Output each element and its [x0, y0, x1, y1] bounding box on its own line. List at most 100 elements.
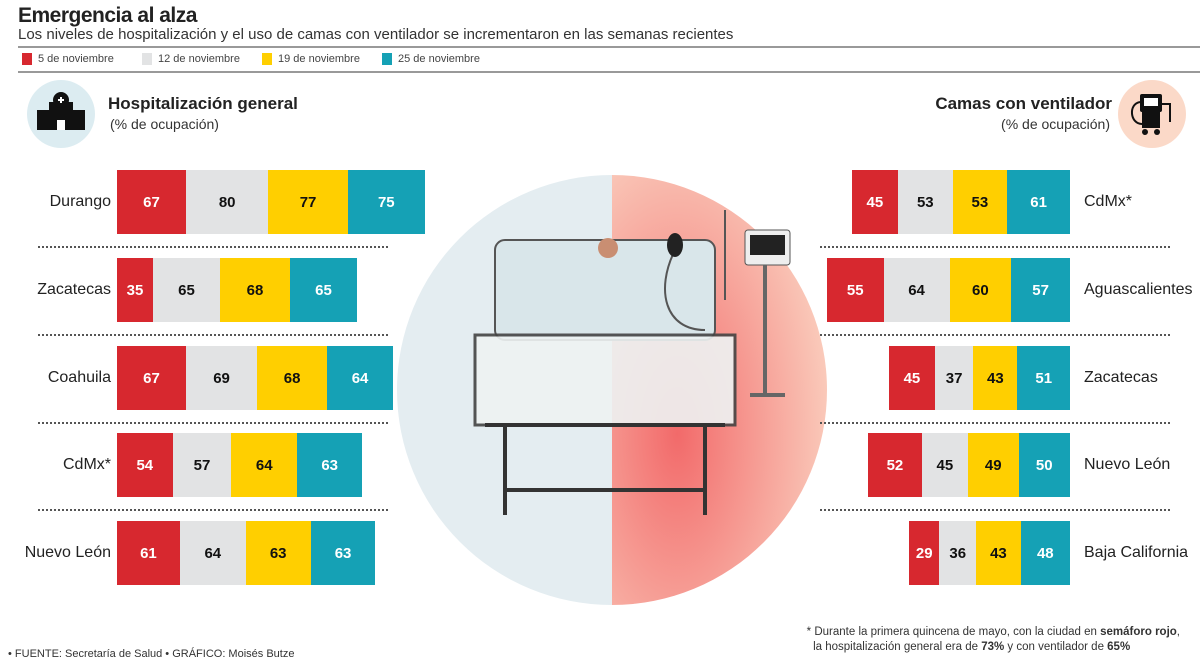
footnote: * Durante la primera quincena de mayo, c…: [807, 625, 1180, 655]
bar-segment: 29: [909, 521, 940, 585]
bar-segment: 68: [257, 346, 328, 410]
note-text: la hospitalización general era de: [813, 641, 982, 653]
divider: [18, 46, 1200, 48]
right-panel-title: Camas con ventilador: [935, 94, 1112, 113]
hospital-bed-illustration: [397, 175, 827, 605]
bar-segment: 36: [939, 521, 977, 585]
category-label: CdMx*: [62, 456, 111, 473]
legend-swatch: [382, 53, 392, 65]
bar-segment: 53: [898, 170, 953, 234]
bar-row: 35 65 68 65: [117, 258, 357, 322]
source-footer: • FUENTE: Secretaría de Salud • GRÁFICO:…: [8, 648, 295, 660]
category-label: Zacatecas: [37, 281, 111, 298]
bar-segment: 80: [186, 170, 269, 234]
bar-row: 52 45 49 50: [868, 433, 1070, 497]
legend-label: 25 de noviembre: [398, 53, 480, 65]
bar-row: 54 57 64 63: [117, 433, 363, 497]
bar-segment: 65: [290, 258, 357, 322]
legend-label: 5 de noviembre: [38, 53, 114, 65]
chart-subtitle: Los niveles de hospitalización y el uso …: [18, 26, 734, 43]
legend-swatch: [22, 53, 32, 65]
bar-segment: 69: [186, 346, 258, 410]
category-label: Zacatecas: [1084, 369, 1158, 386]
bar-segment: 45: [921, 433, 969, 497]
divider: [18, 71, 1200, 73]
legend-item: 25 de noviembre: [382, 53, 502, 65]
bar-row: 67 69 68 64: [117, 346, 393, 410]
bar-segment: 63: [297, 433, 363, 497]
legend-swatch: [262, 53, 272, 65]
bar-segment: 64: [231, 433, 298, 497]
hospital-icon: [27, 80, 95, 148]
bar-segment: 57: [1011, 258, 1070, 322]
bar-segment: 68: [219, 258, 291, 322]
bar-segment: 43: [976, 521, 1021, 585]
bar-segment: 52: [868, 433, 922, 497]
bar-row: 45 53 53 61: [851, 170, 1070, 234]
legend-label: 19 de noviembre: [278, 53, 360, 65]
legend-item: 19 de noviembre: [262, 53, 382, 65]
legend-item: 5 de noviembre: [22, 53, 142, 65]
bar-row: 61 64 63 63: [117, 521, 376, 585]
note-text: y con ventilador de: [1004, 641, 1108, 653]
legend-swatch: [142, 53, 152, 65]
category-label: Baja California: [1084, 544, 1189, 561]
bar-segment: 65: [153, 258, 220, 322]
bar-segment: 57: [172, 433, 232, 497]
note-bold: 73%: [981, 641, 1005, 653]
bar-row: 67 80 77 75: [117, 170, 425, 234]
category-label: Aguascalientes: [1084, 281, 1193, 298]
bar-segment: 63: [310, 521, 376, 585]
bar-segment: 49: [968, 433, 1019, 497]
row-divider: [820, 334, 1170, 336]
legend-item: 12 de noviembre: [142, 53, 262, 65]
chart-title: Emergencia al alza: [18, 4, 197, 27]
note-bold: semáforo rojo: [1100, 626, 1177, 638]
bar-row: 45 37 43 51: [888, 346, 1070, 410]
category-label: Durango: [49, 193, 111, 210]
note-bold: 65%: [1107, 641, 1131, 653]
bar-segment: 64: [327, 346, 393, 410]
bar-segment: 45: [851, 170, 899, 234]
bar-segment: 75: [347, 170, 425, 234]
legend-label: 12 de noviembre: [158, 53, 240, 65]
category-label: Nuevo León: [24, 544, 111, 561]
bar-segment: 35: [117, 258, 154, 322]
bar-row: 55 64 60 57: [826, 258, 1070, 322]
row-divider: [38, 509, 388, 511]
bar-segment: 61: [1007, 170, 1070, 234]
left-panel-subtitle: (% de ocupación): [110, 116, 219, 132]
bar-segment: 64: [179, 521, 246, 585]
row-divider: [38, 334, 388, 336]
bar-segment: 51: [1017, 346, 1070, 410]
bar-segment: 50: [1018, 433, 1070, 497]
bar-row: 29 36 43 48: [909, 521, 1070, 585]
category-label: CdMx*: [1084, 193, 1133, 210]
bar-segment: 64: [883, 258, 950, 322]
bar-segment: 53: [952, 170, 1008, 234]
bar-segment: 43: [973, 346, 1018, 410]
row-divider: [820, 422, 1170, 424]
category-label: Coahuila: [47, 369, 111, 386]
row-divider: [820, 246, 1170, 248]
ventilator-icon: [1118, 80, 1186, 148]
note-text: * Durante la primera quincena de mayo, c…: [806, 626, 1101, 638]
bar-segment: 61: [117, 521, 180, 585]
category-label: Nuevo León: [1084, 456, 1171, 473]
bar-segment: 55: [826, 258, 884, 322]
note-text: ,: [1176, 626, 1180, 638]
row-divider: [38, 422, 388, 424]
bar-segment: 63: [245, 521, 311, 585]
row-divider: [820, 509, 1170, 511]
left-panel-title: Hospitalización general: [108, 94, 298, 113]
row-divider: [38, 246, 388, 248]
legend: 5 de noviembre 12 de noviembre 19 de novie…: [22, 53, 502, 65]
bar-segment: 45: [888, 346, 936, 410]
bar-segment: 67: [117, 170, 186, 234]
bar-segment: 48: [1020, 521, 1070, 585]
bar-segment: 60: [949, 258, 1012, 322]
bar-segment: 54: [117, 433, 173, 497]
bar-segment: 37: [935, 346, 974, 410]
right-panel-subtitle: (% de ocupación): [1001, 116, 1110, 132]
bar-segment: 67: [117, 346, 186, 410]
